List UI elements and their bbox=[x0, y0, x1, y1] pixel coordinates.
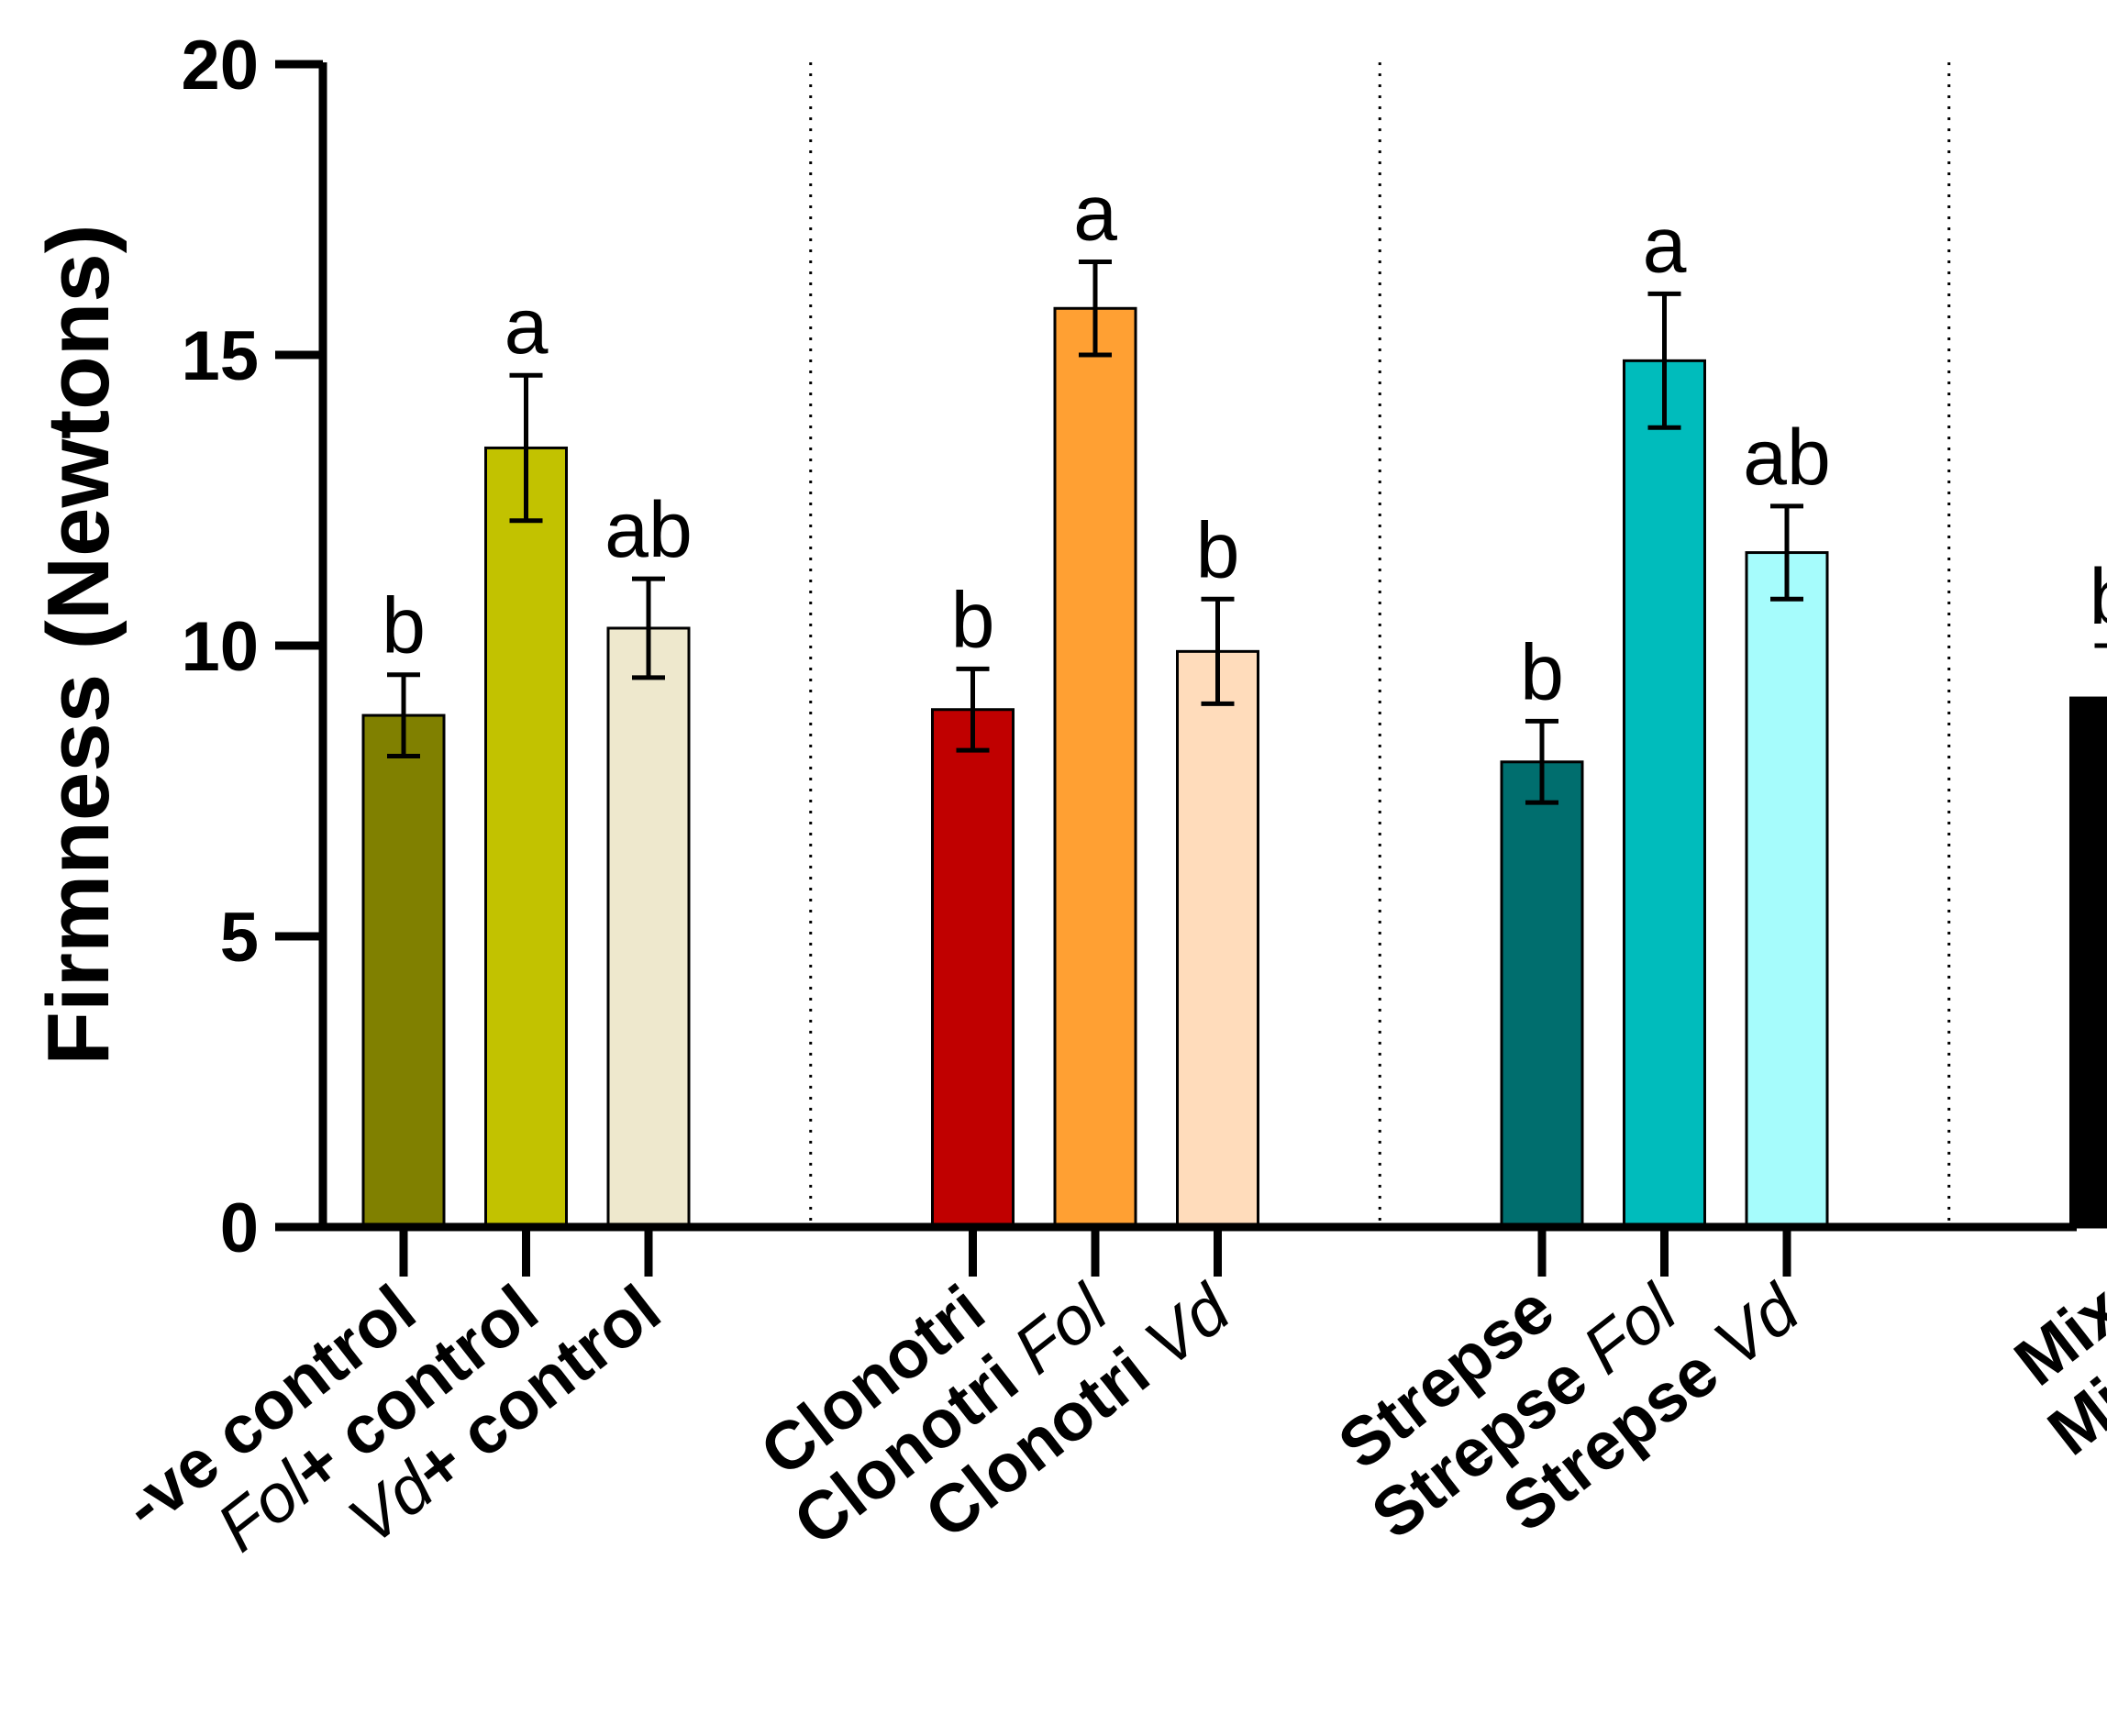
significance-label: a bbox=[1643, 201, 1687, 289]
y-tick-label: 10 bbox=[181, 608, 259, 686]
bar bbox=[1745, 551, 1829, 1229]
bar bbox=[931, 708, 1015, 1229]
bar bbox=[484, 446, 568, 1229]
bar bbox=[361, 713, 446, 1229]
bar bbox=[2069, 696, 2107, 1229]
bar bbox=[1176, 649, 1259, 1229]
significance-label: a bbox=[1073, 170, 1117, 258]
y-tick-label: 0 bbox=[220, 1189, 259, 1267]
y-ticks-layer: 0 5 10 15 20 bbox=[181, 27, 323, 1267]
bars-layer bbox=[361, 306, 2107, 1229]
bar bbox=[1623, 359, 1706, 1229]
significance-label: a bbox=[505, 282, 549, 370]
bar bbox=[1053, 306, 1137, 1229]
significance-label: b bbox=[1196, 506, 1240, 594]
significance-label: b bbox=[1520, 628, 1564, 716]
y-tick-label: 15 bbox=[181, 317, 259, 395]
significance-label: b bbox=[2090, 553, 2107, 641]
bar bbox=[606, 626, 691, 1229]
y-tick-label: 5 bbox=[220, 899, 259, 977]
significance-labels-layer: baabbabbaabbab bbox=[382, 170, 2107, 717]
significance-label: ab bbox=[1743, 414, 1831, 502]
y-axis-title: Firmness (Newtons) bbox=[29, 224, 128, 1065]
bar bbox=[1500, 760, 1584, 1229]
y-tick-label: 20 bbox=[181, 27, 259, 105]
significance-label: b bbox=[951, 576, 995, 664]
x-ticks-layer bbox=[399, 1227, 1791, 1277]
group-separators bbox=[809, 62, 1951, 1225]
significance-label: ab bbox=[604, 486, 693, 574]
error-bars-layer bbox=[387, 260, 2107, 805]
significance-label: b bbox=[382, 582, 426, 670]
